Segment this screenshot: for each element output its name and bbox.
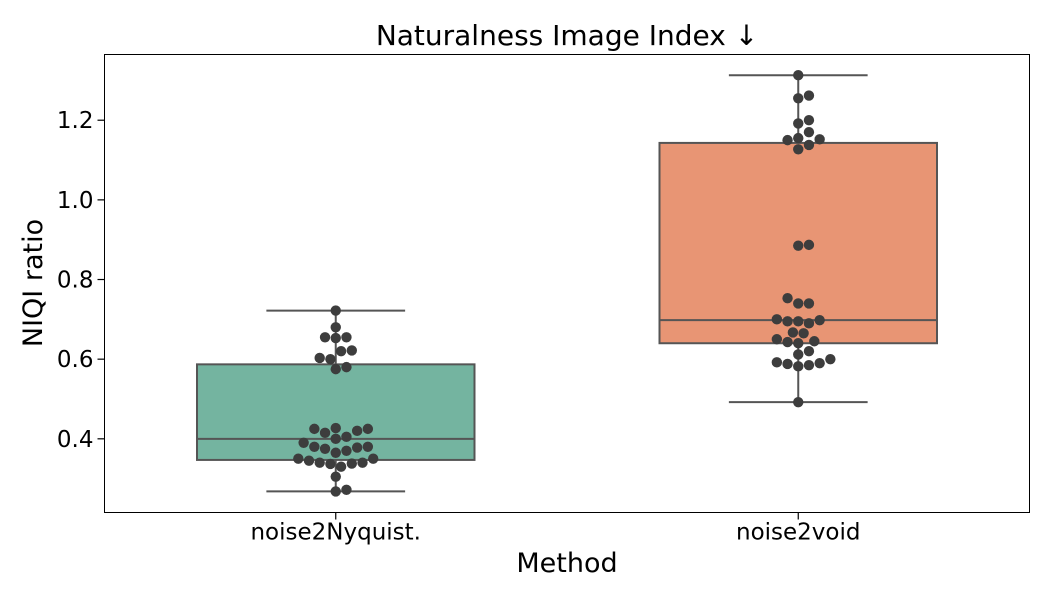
point-noise2void — [793, 338, 804, 349]
point-noise2nyquist — [319, 427, 331, 439]
point-noise2void — [782, 336, 793, 348]
point-noise2nyquist — [346, 458, 357, 469]
point-noise2nyquist — [330, 433, 341, 445]
point-noise2void — [803, 90, 815, 101]
point-noise2nyquist — [303, 455, 315, 466]
point-noise2nyquist — [330, 305, 341, 316]
x-tick-label: noise2Nyquist. — [250, 520, 421, 546]
point-noise2void — [814, 357, 825, 369]
point-noise2void — [793, 132, 804, 144]
point-noise2nyquist — [309, 441, 320, 452]
point-noise2nyquist — [346, 345, 357, 356]
point-noise2void — [782, 358, 793, 370]
point-noise2void — [782, 316, 793, 327]
point-noise2nyquist — [351, 442, 363, 453]
point-noise2nyquist — [357, 457, 368, 468]
point-noise2nyquist — [319, 332, 331, 343]
point-noise2nyquist — [330, 447, 341, 458]
point-noise2void — [825, 353, 836, 365]
point-noise2nyquist — [330, 332, 341, 344]
point-noise2nyquist — [314, 352, 325, 364]
point-noise2nyquist — [341, 431, 352, 443]
point-noise2void — [814, 314, 825, 326]
point-noise2nyquist — [325, 458, 336, 470]
point-noise2nyquist — [309, 423, 320, 435]
point-noise2nyquist — [335, 346, 347, 357]
point-noise2nyquist — [351, 425, 363, 437]
point-noise2void — [793, 361, 804, 372]
chart-title: Naturalness Image Index ↓ — [376, 19, 758, 52]
point-noise2nyquist — [341, 332, 352, 343]
point-noise2void — [798, 328, 809, 339]
point-noise2nyquist — [314, 457, 325, 468]
point-noise2nyquist — [330, 363, 341, 375]
point-noise2void — [787, 327, 799, 338]
point-noise2void — [803, 139, 815, 151]
point-noise2void — [793, 93, 804, 104]
point-noise2void — [809, 336, 820, 347]
point-noise2nyquist — [341, 484, 352, 495]
point-noise2nyquist — [362, 423, 374, 435]
point-noise2void — [803, 359, 815, 371]
y-tick-label: 0.8 — [57, 268, 94, 294]
plot-frame — [104, 54, 1030, 513]
box-noise2void — [658, 141, 938, 345]
point-noise2nyquist — [341, 445, 352, 456]
point-noise2void — [793, 118, 804, 129]
point-noise2void — [771, 357, 783, 368]
point-noise2nyquist — [330, 486, 341, 497]
point-noise2void — [793, 144, 804, 155]
y-tick-label: 0.4 — [57, 427, 94, 453]
point-noise2void — [793, 316, 804, 327]
point-noise2void — [793, 396, 804, 408]
point-noise2void — [782, 134, 793, 146]
boxes-layer — [196, 74, 938, 493]
point-noise2nyquist — [341, 361, 352, 373]
point-noise2void — [803, 126, 815, 138]
point-noise2nyquist — [298, 437, 309, 449]
point-noise2nyquist — [293, 453, 304, 464]
point-noise2nyquist — [325, 353, 336, 365]
point-noise2nyquist — [319, 443, 331, 454]
box-noise2nyquist — [196, 363, 476, 461]
point-noise2void — [814, 134, 825, 145]
point-noise2nyquist — [330, 471, 341, 482]
point-noise2void — [793, 298, 804, 309]
points-layer — [293, 70, 836, 497]
point-noise2void — [803, 298, 815, 309]
y-axis: 0.4 0.6 0.8 1.0 1.2 — [57, 108, 105, 453]
point-noise2void — [782, 293, 793, 304]
point-noise2void — [771, 314, 783, 325]
y-tick-label: 1.2 — [57, 108, 94, 134]
point-noise2void — [793, 240, 804, 251]
point-noise2void — [793, 349, 804, 360]
point-noise2nyquist — [330, 422, 341, 434]
point-noise2void — [803, 115, 815, 126]
point-noise2void — [771, 334, 783, 345]
point-noise2void — [803, 346, 815, 357]
y-axis-label: NIQI ratio — [18, 219, 49, 347]
y-tick-label: 0.6 — [57, 347, 94, 373]
point-noise2nyquist — [330, 322, 341, 333]
x-tick-label: noise2void — [736, 520, 860, 546]
point-noise2void — [793, 70, 804, 81]
point-noise2void — [803, 239, 815, 251]
point-noise2void — [803, 318, 815, 329]
point-noise2nyquist — [335, 461, 347, 472]
point-noise2nyquist — [362, 441, 374, 452]
y-tick-label: 1.0 — [57, 188, 94, 214]
x-axis: noise2Nyquist. noise2void — [250, 512, 860, 546]
point-noise2nyquist — [368, 453, 379, 464]
x-axis-label: Method — [516, 548, 617, 579]
